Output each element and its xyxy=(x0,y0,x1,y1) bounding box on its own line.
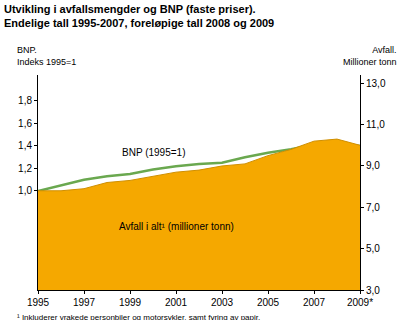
svg-text:13,0: 13,0 xyxy=(366,78,386,89)
svg-text:1999: 1999 xyxy=(119,297,142,308)
svg-text:1,4: 1,4 xyxy=(18,140,32,151)
svg-text:2001: 2001 xyxy=(165,297,188,308)
svg-text:2007: 2007 xyxy=(303,297,326,308)
svg-text:¹ Inkluderer vrakede personbil: ¹ Inkluderer vrakede personbiler og moto… xyxy=(17,313,260,320)
svg-text:9,0: 9,0 xyxy=(366,160,380,171)
svg-text:1,6: 1,6 xyxy=(18,118,32,129)
svg-text:Avfall.Millioner tonn: Avfall.Millioner tonn xyxy=(343,45,397,67)
svg-text:3,0: 3,0 xyxy=(366,285,380,296)
svg-text:BNP.Indeks 1995=1: BNP.Indeks 1995=1 xyxy=(17,45,76,67)
svg-text:1997: 1997 xyxy=(73,297,96,308)
svg-text:2005: 2005 xyxy=(257,297,280,308)
svg-text:5,0: 5,0 xyxy=(366,243,380,254)
svg-text:1,0: 1,0 xyxy=(18,185,32,196)
svg-text:1,2: 1,2 xyxy=(18,163,32,174)
svg-text:11,0: 11,0 xyxy=(366,119,385,130)
svg-text:1995: 1995 xyxy=(27,297,50,308)
svg-text:Utvikling i avfallsmengder og: Utvikling i avfallsmengder og BNP (faste… xyxy=(4,3,274,29)
svg-text:2009*: 2009* xyxy=(347,297,373,308)
svg-text:BNP (1995=1): BNP (1995=1) xyxy=(122,147,185,158)
svg-text:Avfall i alt¹ (millioner tonn): Avfall i alt¹ (millioner tonn) xyxy=(119,221,234,232)
svg-text:2003: 2003 xyxy=(211,297,234,308)
svg-text:1,8: 1,8 xyxy=(18,95,32,106)
svg-text:7,0: 7,0 xyxy=(366,202,380,213)
